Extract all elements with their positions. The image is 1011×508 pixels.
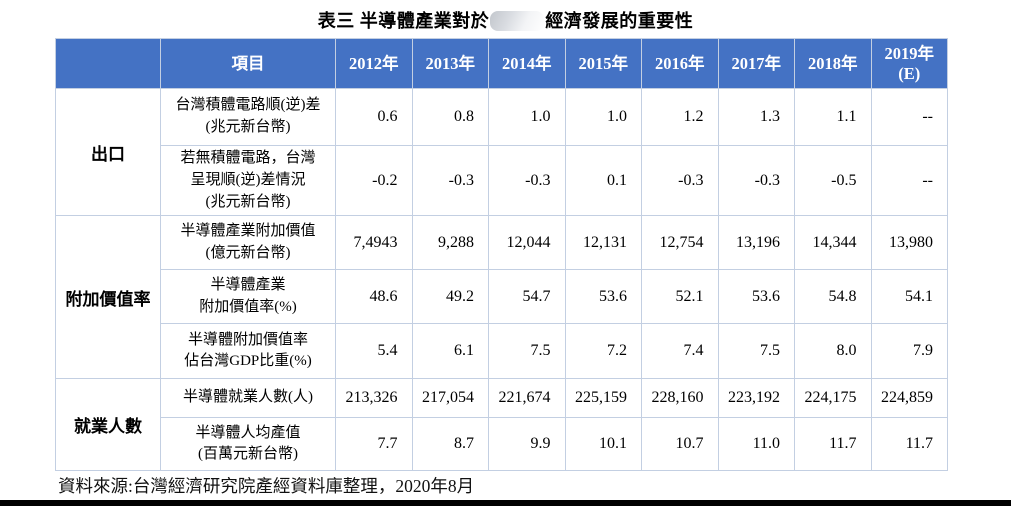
value-cell: 9,288 bbox=[411, 215, 489, 271]
table-title: 表三 半導體產業對於 經濟發展的重要性 bbox=[0, 7, 1011, 33]
table-row: 半導體產業 附加價值率(%) 48.6 49.2 54.7 53.6 52.1 … bbox=[56, 269, 948, 325]
header-row: 項目 2012年 2013年 2014年 2015年 2016年 2017年 2… bbox=[55, 38, 948, 89]
value-cell: 53.6 bbox=[564, 269, 642, 325]
header-year-2014: 2014年 bbox=[488, 38, 566, 89]
value-cell: 213,326 bbox=[335, 378, 413, 419]
value-cell: 14,344 bbox=[794, 215, 872, 271]
table-row: 半導體附加價值率 佔台灣GDP比重(%) 5.4 6.1 7.5 7.2 7.4… bbox=[56, 323, 948, 380]
table-row: 附加價值率 半導體產業附加價值 (億元新台幣) 7,4943 9,288 12,… bbox=[55, 215, 948, 380]
value-cell: 54.1 bbox=[870, 269, 948, 325]
value-cell: 11.7 bbox=[794, 417, 872, 472]
item-per-capita-output: 半導體人均產值 (百萬元新台幣) bbox=[160, 417, 336, 472]
value-cell: 12,754 bbox=[641, 215, 719, 271]
header-corner-cell bbox=[55, 38, 161, 89]
table-row: 出口 台灣積體電路順(逆)差 (兆元新台幣) 0.6 0.8 1.0 1.0 1… bbox=[55, 87, 948, 217]
value-cell: 223,192 bbox=[717, 378, 795, 419]
page-bottom-rule bbox=[0, 500, 1011, 506]
value-cell: -0.3 bbox=[717, 144, 795, 217]
header-year-2019e: 2019年 (E) bbox=[870, 38, 948, 89]
value-cell: 1.1 bbox=[794, 88, 872, 146]
semiconductor-importance-table: 項目 2012年 2013年 2014年 2015年 2016年 2017年 2… bbox=[55, 38, 948, 472]
value-cell: 8.0 bbox=[794, 323, 872, 380]
value-cell: 224,175 bbox=[794, 378, 872, 419]
item-employment-count: 半導體就業人數(人) bbox=[160, 378, 336, 419]
header-year-2017: 2017年 bbox=[717, 38, 795, 89]
header-year-2015: 2015年 bbox=[564, 38, 642, 89]
value-cell: 1.2 bbox=[641, 88, 719, 146]
item-semiconductor-value-added: 半導體產業附加價值 (億元新台幣) bbox=[160, 215, 336, 271]
value-cell: 13,196 bbox=[717, 215, 795, 271]
value-cell: 225,159 bbox=[564, 378, 642, 419]
value-cell: 5.4 bbox=[335, 323, 413, 380]
item-without-ic-balance: 若無積體電路，台灣 呈現順(逆)差情況 (兆元新台幣) bbox=[160, 144, 336, 217]
value-cell: 221,674 bbox=[488, 378, 566, 419]
header-year-2013: 2013年 bbox=[411, 38, 489, 89]
value-cell: 224,859 bbox=[870, 378, 948, 419]
redaction-blur bbox=[490, 11, 545, 31]
value-cell: 53.6 bbox=[717, 269, 795, 325]
item-gdp-share: 半導體附加價值率 佔台灣GDP比重(%) bbox=[160, 323, 336, 380]
value-cell: 12,131 bbox=[564, 215, 642, 271]
value-cell: 7.5 bbox=[717, 323, 795, 380]
value-cell: 7.5 bbox=[488, 323, 566, 380]
value-cell: -- bbox=[870, 88, 948, 146]
table-title-suffix: 經濟發展的重要性 bbox=[545, 11, 694, 31]
value-cell: -0.3 bbox=[411, 144, 489, 217]
item-ic-trade-balance: 台灣積體電路順(逆)差 (兆元新台幣) bbox=[160, 88, 336, 146]
data-source-note: 資料來源:台灣經濟研究院產經資料庫整理，2020年8月 bbox=[58, 476, 475, 496]
table-row: 就業人數 半導體就業人數(人) 213,326 217,054 221,674 … bbox=[55, 378, 948, 472]
value-cell: 7.9 bbox=[870, 323, 948, 380]
header-year-2018: 2018年 bbox=[794, 38, 872, 89]
value-cell: 217,054 bbox=[411, 378, 489, 419]
value-cell: 7.7 bbox=[335, 417, 413, 472]
value-cell: 12,044 bbox=[488, 215, 566, 271]
value-cell: 7.4 bbox=[641, 323, 719, 380]
value-cell: 10.7 bbox=[641, 417, 719, 472]
item-value-added-rate-pct: 半導體產業 附加價值率(%) bbox=[160, 269, 336, 325]
value-cell: -0.2 bbox=[335, 144, 413, 217]
value-cell: 54.7 bbox=[488, 269, 566, 325]
category-employment: 就業人數 bbox=[55, 378, 161, 472]
value-cell: 1.0 bbox=[488, 88, 566, 146]
value-cell: 11.0 bbox=[717, 417, 795, 472]
category-export: 出口 bbox=[55, 87, 161, 217]
table-row: 若無積體電路，台灣 呈現順(逆)差情況 (兆元新台幣) -0.2 -0.3 -0… bbox=[56, 144, 948, 217]
value-cell: -- bbox=[870, 144, 948, 217]
value-cell: 13,980 bbox=[870, 215, 948, 271]
value-cell: 10.1 bbox=[564, 417, 642, 472]
value-cell: 7,4943 bbox=[335, 215, 413, 271]
value-cell: 7.2 bbox=[564, 323, 642, 380]
table-title-prefix: 表三 半導體產業對於 bbox=[317, 11, 490, 31]
value-cell: 6.1 bbox=[411, 323, 489, 380]
table-row: 半導體人均產值 (百萬元新台幣) 7.7 8.7 9.9 10.1 10.7 1… bbox=[56, 417, 948, 472]
value-cell: 11.7 bbox=[870, 417, 948, 472]
value-cell: 0.6 bbox=[335, 88, 413, 146]
value-cell: 52.1 bbox=[641, 269, 719, 325]
category-value-added-rate: 附加價值率 bbox=[55, 215, 161, 380]
value-cell: -0.3 bbox=[488, 144, 566, 217]
value-cell: 1.3 bbox=[717, 88, 795, 146]
value-cell: 9.9 bbox=[488, 417, 566, 472]
header-year-2012: 2012年 bbox=[335, 38, 413, 89]
value-cell: 54.8 bbox=[794, 269, 872, 325]
value-cell: 8.7 bbox=[411, 417, 489, 472]
value-cell: 48.6 bbox=[335, 269, 413, 325]
value-cell: -0.5 bbox=[794, 144, 872, 217]
value-cell: 1.0 bbox=[564, 88, 642, 146]
value-cell: -0.3 bbox=[641, 144, 719, 217]
value-cell: 0.1 bbox=[564, 144, 642, 217]
value-cell: 0.8 bbox=[411, 88, 489, 146]
header-item-label: 項目 bbox=[160, 38, 336, 89]
value-cell: 49.2 bbox=[411, 269, 489, 325]
header-year-2016: 2016年 bbox=[641, 38, 719, 89]
value-cell: 228,160 bbox=[641, 378, 719, 419]
